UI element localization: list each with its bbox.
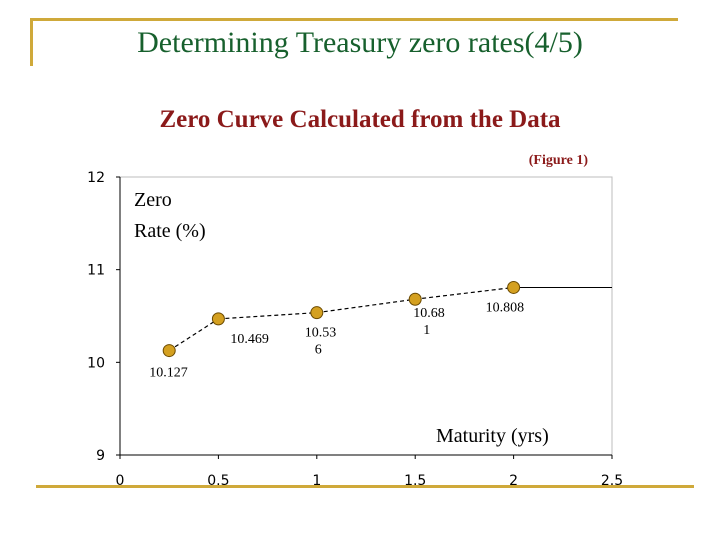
data-label-line: 10.469: [230, 332, 269, 347]
bottom-frame-line: [36, 485, 694, 488]
slide-title: Determining Treasury zero rates(4/5): [137, 26, 583, 59]
series-line-segment: [168, 318, 219, 352]
data-label: 10.469: [230, 332, 269, 347]
data-label: 10.808: [486, 300, 524, 315]
data-point-marker: [310, 306, 324, 320]
data-label-line: 10.68: [413, 306, 445, 321]
data-label-line: 10.808: [486, 300, 524, 315]
y-tick-label: 12: [87, 170, 105, 186]
x-tick-label: 1: [312, 473, 321, 489]
y-tick-label: 10: [87, 355, 105, 371]
data-label-line: 10.127: [149, 366, 188, 381]
left-frame-line: [30, 18, 33, 66]
series-line-segment: [218, 312, 317, 320]
x-tick-label: 2.5: [601, 473, 623, 489]
data-label: 10.53 6: [305, 326, 337, 358]
series-line-segment: [316, 298, 416, 314]
data-point-marker: [507, 280, 521, 294]
x-axis-label: Maturity (yrs): [436, 425, 549, 447]
data-label: 10.127: [149, 366, 188, 381]
x-tick-label: 2: [509, 473, 518, 489]
y-tick-label: 11: [87, 263, 105, 279]
top-frame-line: [30, 18, 678, 21]
plot-area: [119, 176, 613, 456]
y-axis-label-line-2: Rate (%): [134, 220, 206, 242]
series-line-segment: [415, 286, 514, 300]
data-label-line: 6: [315, 343, 322, 358]
data-point-marker: [408, 292, 422, 306]
data-label: 10.68 1: [413, 306, 445, 338]
data-label-line: 10.53: [305, 326, 337, 341]
x-tick-label: 1.5: [404, 473, 426, 489]
figure-note: (Figure 1): [529, 153, 589, 168]
data-point-marker: [211, 312, 225, 326]
data-label-line: 1: [423, 323, 430, 338]
chart-title: Zero Curve Calculated from the Data: [159, 106, 561, 133]
y-axis-label-line-1: Zero: [134, 189, 172, 211]
x-tick-label: 0.5: [207, 473, 229, 489]
y-tick-label: 9: [96, 448, 105, 464]
x-tick-label: 0: [116, 473, 125, 489]
data-point-marker: [162, 344, 176, 358]
